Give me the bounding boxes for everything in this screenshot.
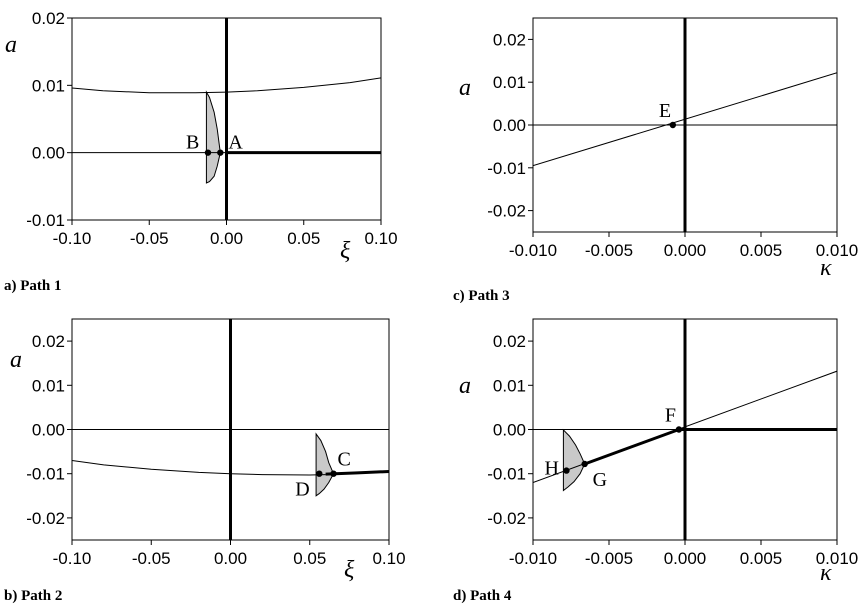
y-tick-label: -0.01 bbox=[487, 465, 526, 484]
plot-area bbox=[533, 319, 837, 540]
y-tick-label: 0.02 bbox=[32, 332, 65, 351]
x-tick-label: -0.10 bbox=[53, 229, 92, 248]
x-tick-label: 0.005 bbox=[740, 549, 783, 568]
point-a bbox=[217, 149, 224, 156]
plot-area bbox=[72, 319, 389, 540]
x-tick-label: 0.010 bbox=[816, 241, 859, 260]
y-tick-label: 0.01 bbox=[32, 376, 65, 395]
x-axis-label: ξ bbox=[344, 557, 355, 583]
chart-panel-1: 0.02 0.01 0.00 -0.01-0.10 -0.05 0.00 0.05 0.10 a… bbox=[4, 9, 398, 294]
y-tick-label: 0.02 bbox=[493, 332, 526, 351]
x-tick-label: 0.00 bbox=[214, 549, 247, 568]
shaded-region bbox=[315, 432, 335, 497]
series-line-1 bbox=[72, 459, 326, 476]
panel-caption: a) Path 1 bbox=[4, 278, 62, 294]
plot-area bbox=[533, 18, 837, 232]
y-tick-label: -0.02 bbox=[487, 509, 526, 528]
x-axis-label: ξ bbox=[340, 238, 351, 264]
x-tick-label: -0.005 bbox=[585, 241, 633, 260]
y-tick-label: 0.01 bbox=[493, 73, 526, 92]
x-tick-label: -0.005 bbox=[585, 549, 633, 568]
y-tick-label: 0.00 bbox=[493, 421, 526, 440]
y-tick-label: 0.00 bbox=[493, 116, 526, 135]
y-axis-label: a bbox=[10, 347, 22, 373]
y-tick-label: -0.02 bbox=[26, 509, 65, 528]
y-axis-label: a bbox=[459, 75, 471, 101]
y-tick-label: -0.01 bbox=[26, 465, 65, 484]
x-tick-label: 0.05 bbox=[293, 549, 326, 568]
point-e bbox=[669, 121, 677, 129]
point-label-g: G bbox=[593, 469, 607, 491]
plot-area bbox=[72, 18, 381, 220]
x-axis-label: κ bbox=[820, 560, 832, 586]
y-tick-label: 0.01 bbox=[32, 76, 65, 95]
x-tick-label: -0.010 bbox=[509, 241, 557, 260]
point-c bbox=[330, 470, 337, 477]
shaded-region bbox=[562, 428, 586, 492]
y-tick-label: -0.02 bbox=[487, 202, 526, 221]
shaded-region bbox=[205, 90, 221, 184]
chart-panel-3: 0.02 0.01 0.00 -0.01 -0.02 -0.010 -0.005 0.000 0… bbox=[453, 17, 859, 304]
panel-caption: c) Path 3 bbox=[453, 288, 510, 304]
x-tick-label: 0.10 bbox=[372, 549, 405, 568]
y-tick-label: 0.00 bbox=[32, 144, 65, 163]
y-tick-label: 0.02 bbox=[32, 9, 65, 28]
x-axis-label: κ bbox=[820, 255, 832, 281]
x-tick-label: -0.05 bbox=[130, 229, 169, 248]
point-label-d: D bbox=[295, 479, 309, 501]
point-g bbox=[581, 460, 588, 468]
point-label-f: F bbox=[665, 405, 676, 427]
y-tick-label: 0.01 bbox=[493, 376, 526, 395]
series-line-2 bbox=[584, 428, 680, 466]
y-tick-label: 0.00 bbox=[32, 421, 65, 440]
point-label-c: C bbox=[338, 449, 351, 471]
panel-caption: b) Path 2 bbox=[4, 588, 62, 604]
x-tick-label: 0.10 bbox=[364, 229, 397, 248]
y-tick-label: -0.01 bbox=[26, 211, 65, 230]
point-label-b: B bbox=[186, 132, 199, 154]
x-tick-label: 0.010 bbox=[816, 549, 859, 568]
chart-panel-4: 0.02 0.01 0.00 -0.01 -0.02 -0.010 -0.005 0.000 0… bbox=[453, 318, 859, 604]
point-label-e: E bbox=[659, 100, 671, 122]
x-tick-label: -0.05 bbox=[132, 549, 171, 568]
panel-caption: d) Path 4 bbox=[453, 588, 512, 604]
point-d bbox=[316, 470, 323, 477]
x-tick-label: 0.05 bbox=[287, 229, 320, 248]
x-tick-label: 0.00 bbox=[210, 229, 243, 248]
x-tick-label: 0.000 bbox=[664, 549, 707, 568]
x-tick-label: 0.000 bbox=[664, 241, 707, 260]
x-tick-label: 0.005 bbox=[740, 241, 783, 260]
y-tick-label: -0.01 bbox=[487, 159, 526, 178]
point-label-a: A bbox=[228, 132, 243, 154]
y-tick-label: 0.02 bbox=[493, 30, 526, 49]
point-b bbox=[204, 149, 212, 156]
chart-panel-2: 0.02 0.01 0.00 -0.01 -0.02 -0.10 -0.05 0.00 0.05… bbox=[4, 318, 406, 604]
x-tick-label: -0.010 bbox=[509, 549, 557, 568]
point-h bbox=[563, 467, 570, 474]
point-f bbox=[675, 426, 683, 433]
y-axis-label: a bbox=[459, 373, 471, 399]
x-tick-label: -0.10 bbox=[53, 549, 92, 568]
y-axis-label: a bbox=[5, 32, 17, 58]
point-label-h: H bbox=[544, 458, 558, 480]
